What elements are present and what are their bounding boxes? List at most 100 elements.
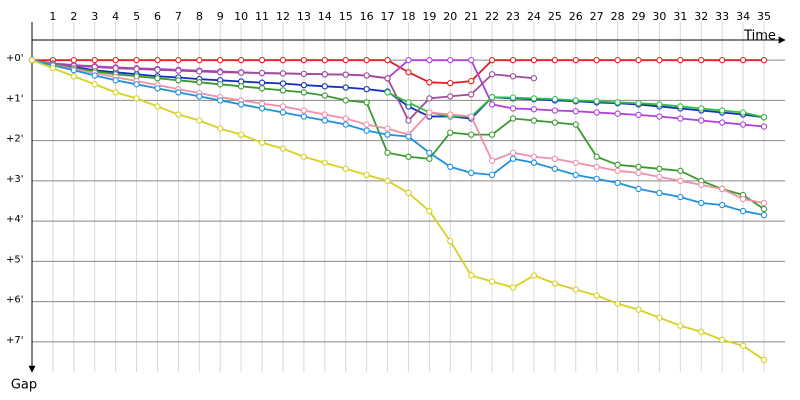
data-point	[342, 84, 349, 91]
data-point	[426, 79, 433, 86]
data-point	[300, 113, 308, 120]
data-point	[739, 57, 747, 64]
data-point	[384, 125, 391, 132]
data-point	[196, 57, 203, 64]
y-tick-label: +3'	[6, 174, 24, 185]
data-point	[363, 99, 370, 106]
data-point	[154, 57, 161, 64]
data-point	[175, 57, 182, 64]
data-point	[530, 272, 538, 279]
y-tick-label: +1'	[6, 93, 24, 104]
data-point	[468, 131, 475, 138]
data-point	[133, 57, 140, 64]
data-point	[279, 145, 287, 152]
data-point	[468, 272, 475, 279]
data-point	[614, 300, 621, 307]
y-tick-label: +0'	[6, 53, 24, 64]
data-point	[656, 314, 663, 321]
data-point	[677, 103, 684, 110]
series-line	[32, 59, 764, 85]
data-point	[509, 57, 517, 64]
data-point	[614, 167, 621, 174]
data-point	[739, 342, 747, 349]
data-point	[154, 66, 161, 73]
data-point	[509, 73, 517, 80]
data-point	[237, 131, 245, 138]
data-point	[551, 57, 559, 64]
x-tick-label: 18	[401, 10, 415, 23]
series	[28, 57, 768, 207]
x-tick-label: 5	[133, 10, 140, 23]
data-point	[363, 121, 370, 128]
data-point	[363, 72, 370, 79]
data-point	[635, 111, 642, 119]
data-point	[196, 79, 203, 86]
data-point	[405, 117, 412, 124]
data-point	[551, 119, 559, 126]
data-point	[488, 131, 496, 138]
data-point	[112, 77, 119, 84]
data-point	[551, 155, 559, 162]
data-point	[509, 105, 517, 112]
data-point	[614, 99, 621, 106]
data-point	[739, 195, 747, 203]
data-point	[300, 57, 308, 64]
data-point	[635, 100, 642, 107]
data-point	[593, 292, 600, 299]
x-tick-label: 7	[175, 10, 182, 23]
data-point	[614, 110, 621, 117]
data-point	[196, 93, 203, 100]
x-tick-label: 12	[276, 10, 290, 23]
data-point	[300, 153, 308, 160]
data-point	[760, 57, 768, 64]
data-point	[342, 121, 349, 128]
data-point	[300, 81, 308, 89]
data-point	[698, 199, 705, 207]
data-point	[530, 95, 538, 102]
data-point	[760, 199, 768, 207]
data-point	[196, 117, 203, 124]
data-point	[677, 57, 684, 64]
data-point	[698, 328, 705, 335]
data-point	[488, 57, 496, 64]
data-point	[447, 111, 454, 118]
x-tick-label: 3	[91, 10, 98, 23]
data-point	[509, 94, 517, 101]
data-point	[530, 106, 538, 113]
data-point	[468, 91, 475, 98]
data-point	[488, 157, 496, 164]
data-point	[363, 85, 370, 93]
data-point	[677, 322, 684, 329]
x-tick-label: 15	[339, 10, 353, 23]
data-point	[258, 85, 266, 92]
data-point	[258, 105, 266, 112]
data-point	[572, 159, 579, 166]
data-point	[405, 133, 412, 140]
data-point	[614, 57, 621, 64]
x-tick-label: 17	[381, 10, 395, 23]
data-point	[635, 185, 642, 193]
data-point	[217, 97, 224, 104]
data-point	[405, 57, 412, 64]
data-point	[217, 57, 224, 64]
data-point	[656, 173, 663, 181]
data-point	[468, 57, 475, 64]
data-point	[279, 109, 287, 116]
data-point	[342, 165, 349, 172]
data-point	[258, 139, 266, 146]
data-point	[447, 238, 454, 245]
data-point	[384, 131, 391, 138]
data-point	[196, 68, 203, 75]
data-point	[321, 117, 328, 124]
data-point	[279, 103, 287, 110]
data-point	[593, 109, 600, 116]
data-point	[426, 207, 433, 215]
data-point	[509, 284, 517, 291]
data-point	[237, 83, 245, 90]
x-tick-label: 11	[255, 10, 269, 23]
data-point	[739, 109, 747, 116]
data-point	[488, 101, 496, 108]
data-point	[593, 57, 600, 64]
data-point	[530, 159, 538, 166]
data-point	[719, 201, 726, 209]
